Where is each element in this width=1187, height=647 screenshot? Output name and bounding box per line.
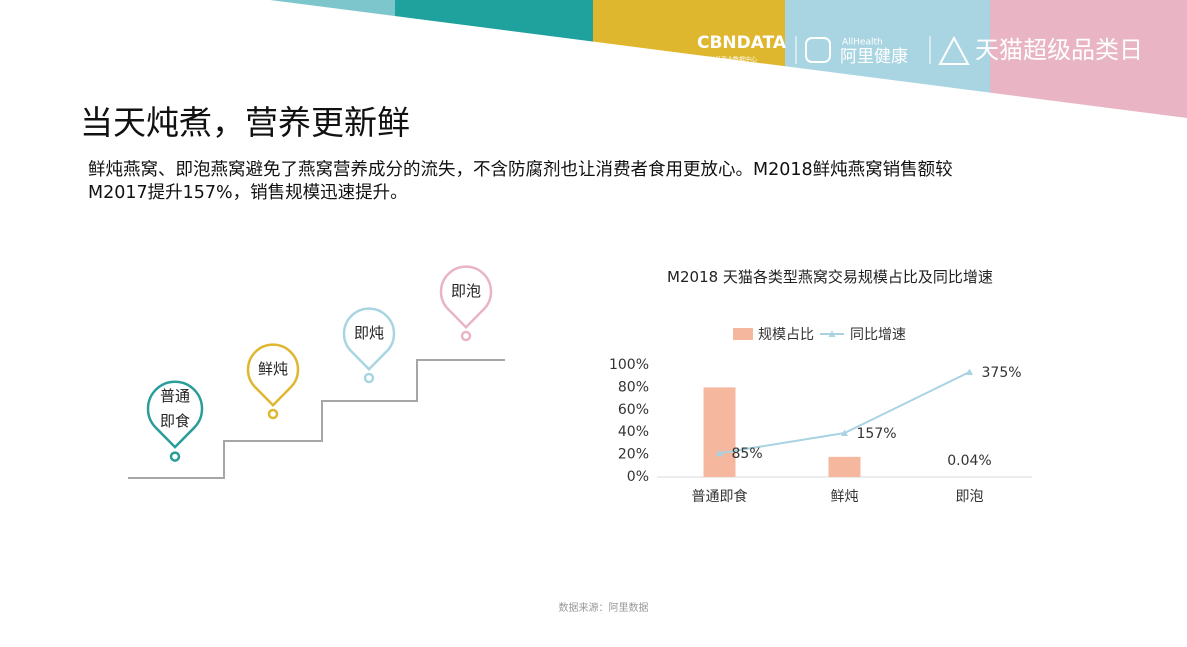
pin	[439, 265, 493, 330]
bar	[828, 456, 861, 477]
bar	[703, 387, 736, 477]
pin-dot	[460, 330, 472, 342]
pin-dot	[169, 451, 181, 462]
logo-main: CBNDATA	[697, 33, 787, 53]
x-tick-label: 即泡	[956, 489, 984, 505]
source: 数据来源：阿里数据	[558, 603, 649, 614]
step-label: 鲜炖	[257, 360, 288, 378]
line-label: 157%	[857, 426, 897, 442]
body-text: 鲜炖燕窝、即泡燕窝避免了燕窝营养成分的流失，不含防腐剂也让消费者食用更放心。M2…	[88, 160, 953, 180]
step-label: 普通即食	[159, 387, 190, 430]
y-tick-label: 0%	[627, 469, 649, 485]
staircase	[128, 359, 505, 479]
y-tick-label: 80%	[618, 379, 649, 395]
line-marker	[841, 429, 848, 437]
pin	[342, 307, 396, 372]
partner-en: AllHealth	[842, 38, 883, 48]
line-marker	[966, 368, 973, 375]
event: 天猫超级品类日	[975, 36, 1143, 64]
legend-label: 同比增速	[850, 327, 906, 343]
legend-swatch	[733, 328, 753, 340]
body-text: M2017提升157%，销售规模迅速提升。	[88, 183, 408, 203]
y-tick-label: 40%	[618, 424, 649, 440]
chart-title: M2018 天猫各类型燕窝交易规模占比及同比增速	[667, 268, 993, 286]
logo-sub: 第一财经商业数据中心	[697, 56, 757, 64]
y-tick-label: 60%	[618, 402, 649, 418]
line-marker	[716, 449, 723, 457]
line-label: 85%	[732, 446, 763, 462]
x-tick-label: 鲜炖	[831, 489, 859, 505]
bar-label: 0.04%	[947, 453, 991, 469]
line-marker	[828, 330, 836, 337]
x-tick-label: 普通即食	[692, 488, 748, 505]
pin-dot	[267, 408, 279, 420]
step-label: 即泡	[450, 282, 481, 300]
line-label: 375%	[982, 365, 1022, 381]
y-tick-label: 20%	[618, 447, 649, 463]
title: 当天炖煮，营养更新鲜	[80, 103, 410, 142]
pin	[146, 380, 204, 449]
legend-label: 规模占比	[758, 327, 814, 343]
pin	[246, 343, 300, 408]
y-tick-label: 100%	[609, 357, 649, 373]
partner-cn: 阿里健康	[840, 47, 908, 67]
line	[719, 371, 970, 455]
pin-dot	[363, 372, 375, 384]
step-label: 即炖	[353, 324, 384, 342]
